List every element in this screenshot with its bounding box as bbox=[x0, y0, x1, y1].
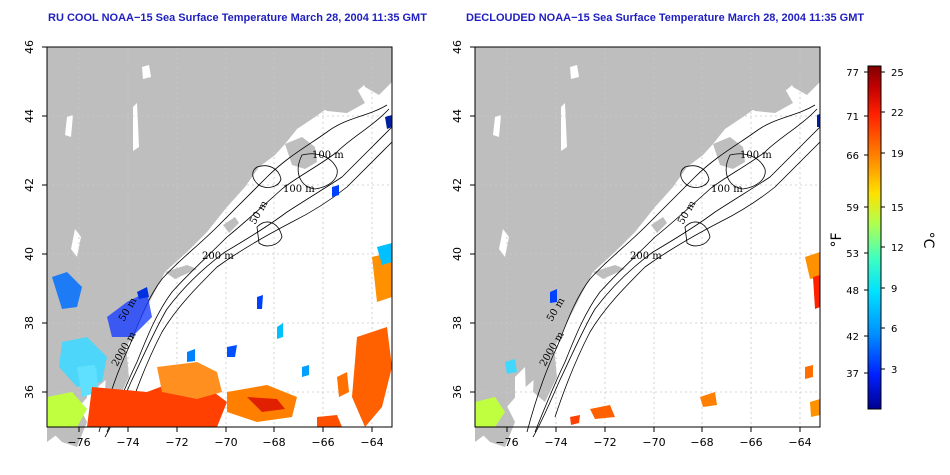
celsius-tick: 12 bbox=[891, 243, 904, 254]
celsius-tick: 6 bbox=[891, 324, 897, 335]
right-map: 100 m 100 m 50 m 200 m 50 m 2000 m −76 −… bbox=[451, 40, 821, 449]
celsius-tick: 19 bbox=[891, 149, 904, 160]
contour-label: 100 m bbox=[312, 150, 344, 161]
lat-tick-label: 36 bbox=[23, 385, 36, 399]
celsius-tick: 9 bbox=[891, 284, 897, 295]
fahrenheit-axis-label: °F bbox=[829, 232, 845, 247]
left-panel-title: RU COOL NOAA−15 Sea Surface Temperature … bbox=[48, 12, 427, 24]
lon-tick-label: −64 bbox=[788, 436, 811, 449]
lon-tick-label: −74 bbox=[544, 436, 567, 449]
lon-tick-label: −64 bbox=[360, 436, 383, 449]
lon-tick-label: −72 bbox=[593, 436, 616, 449]
celsius-tick: 15 bbox=[891, 203, 904, 214]
lat-tick-label: 42 bbox=[451, 178, 464, 192]
colorbar: 77 71 66 59 53 48 42 37 25 22 19 15 12 9… bbox=[829, 65, 936, 410]
contour-label: 200 m bbox=[630, 251, 662, 262]
contour-label: 100 m bbox=[711, 184, 743, 195]
fahrenheit-tick: 42 bbox=[846, 332, 859, 343]
sst-patches-right bbox=[475, 114, 820, 427]
lat-tick-label: 44 bbox=[23, 109, 36, 123]
lon-tick-label: −72 bbox=[165, 436, 188, 449]
fahrenheit-tick: 48 bbox=[846, 286, 859, 297]
lon-tick-label: −70 bbox=[214, 436, 237, 449]
celsius-tick: 3 bbox=[891, 365, 897, 376]
lat-tick-label: 42 bbox=[23, 178, 36, 192]
lon-tick-label: −76 bbox=[67, 436, 90, 449]
fahrenheit-tick: 59 bbox=[846, 203, 859, 214]
contour-label: 100 m bbox=[740, 150, 772, 161]
fahrenheit-tick: 37 bbox=[846, 369, 859, 380]
lat-tick-label: 38 bbox=[23, 316, 36, 330]
contour-label: 200 m bbox=[202, 251, 234, 262]
lon-tick-label: −68 bbox=[262, 436, 285, 449]
lon-tick-label: −66 bbox=[311, 436, 334, 449]
celsius-tick: 25 bbox=[891, 68, 904, 79]
lat-tick-label: 46 bbox=[23, 40, 36, 54]
left-map: 100 m 100 m 50 m 200 m 50 m 2000 m −76 −… bbox=[23, 40, 393, 449]
lon-tick-label: −68 bbox=[690, 436, 713, 449]
right-panel-title: DECLOUDED NOAA−15 Sea Surface Temperatur… bbox=[466, 12, 865, 24]
lat-tick-label: 38 bbox=[451, 316, 464, 330]
lon-tick-label: −76 bbox=[495, 436, 518, 449]
fahrenheit-tick: 71 bbox=[846, 112, 859, 123]
celsius-tick: 22 bbox=[891, 108, 904, 119]
sst-patches-left bbox=[47, 115, 392, 427]
lat-tick-label: 36 bbox=[451, 385, 464, 399]
fahrenheit-tick: 53 bbox=[846, 249, 859, 260]
lat-tick-label: 40 bbox=[23, 247, 36, 261]
lon-tick-label: −70 bbox=[642, 436, 665, 449]
contour-label: 100 m bbox=[283, 184, 315, 195]
celsius-axis-label: °C bbox=[920, 232, 936, 249]
lon-tick-label: −66 bbox=[739, 436, 762, 449]
colorbar-gradient bbox=[867, 65, 882, 410]
lat-tick-label: 40 bbox=[451, 247, 464, 261]
fahrenheit-tick: 66 bbox=[846, 151, 859, 162]
lat-tick-label: 46 bbox=[451, 40, 464, 54]
lat-tick-label: 44 bbox=[451, 109, 464, 123]
lon-tick-label: −74 bbox=[116, 436, 139, 449]
fahrenheit-tick: 77 bbox=[846, 68, 859, 79]
